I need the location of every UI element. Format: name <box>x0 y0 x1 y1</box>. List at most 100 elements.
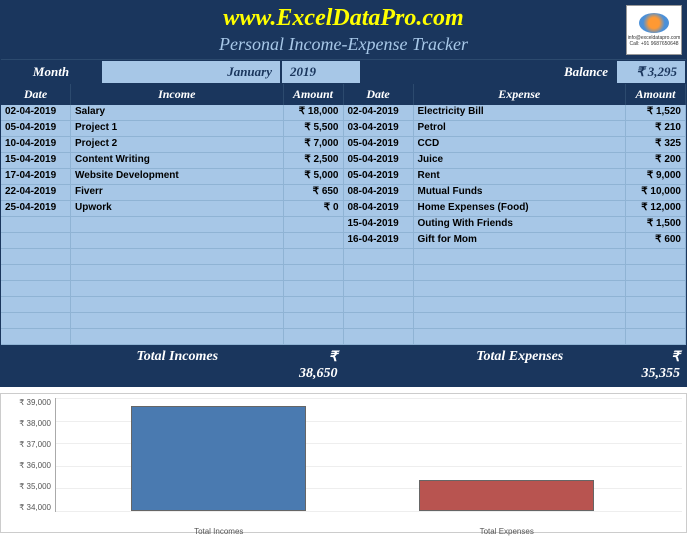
expense-date-cell[interactable]: 08-04-2019 <box>344 201 414 216</box>
expense-date-cell[interactable]: 05-04-2019 <box>344 169 414 184</box>
income-desc-cell[interactable] <box>71 217 284 232</box>
income-amount-cell[interactable]: ₹ 0 <box>284 201 344 216</box>
income-desc-cell[interactable]: Salary <box>71 105 284 120</box>
income-amount-cell[interactable]: ₹ 5,000 <box>284 169 344 184</box>
income-date-cell[interactable]: 05-04-2019 <box>1 121 71 136</box>
expense-amount-cell[interactable] <box>626 249 686 264</box>
expense-date-cell[interactable]: 03-04-2019 <box>344 121 414 136</box>
expense-date-cell[interactable]: 05-04-2019 <box>344 137 414 152</box>
expense-date-cell[interactable]: 05-04-2019 <box>344 153 414 168</box>
year-dropdown[interactable]: 2019 <box>281 60 361 84</box>
income-amount-cell[interactable] <box>284 313 344 328</box>
table-row[interactable]: 25-04-2019Upwork₹ 008-04-2019Home Expens… <box>1 201 686 217</box>
expense-amount-cell[interactable]: ₹ 200 <box>626 153 686 168</box>
expense-desc-cell[interactable]: Home Expenses (Food) <box>414 201 627 216</box>
income-amount-cell[interactable]: ₹ 18,000 <box>284 105 344 120</box>
income-date-cell[interactable]: 15-04-2019 <box>1 153 71 168</box>
income-date-cell[interactable]: 22-04-2019 <box>1 185 71 200</box>
income-desc-cell[interactable] <box>71 297 284 312</box>
income-desc-cell[interactable]: Content Writing <box>71 153 284 168</box>
income-desc-cell[interactable]: Project 1 <box>71 121 284 136</box>
expense-amount-cell[interactable]: ₹ 1,520 <box>626 105 686 120</box>
expense-amount-cell[interactable]: ₹ 210 <box>626 121 686 136</box>
income-date-cell[interactable] <box>1 281 71 296</box>
income-desc-cell[interactable] <box>71 249 284 264</box>
table-row[interactable]: 10-04-2019Project 2₹ 7,00005-04-2019CCD₹… <box>1 137 686 153</box>
expense-desc-cell[interactable] <box>414 313 627 328</box>
expense-amount-cell[interactable]: ₹ 1,500 <box>626 217 686 232</box>
income-amount-cell[interactable] <box>284 233 344 248</box>
income-desc-cell[interactable] <box>71 265 284 280</box>
income-desc-cell[interactable] <box>71 233 284 248</box>
income-date-cell[interactable] <box>1 217 71 232</box>
expense-amount-cell[interactable] <box>626 297 686 312</box>
expense-date-cell[interactable] <box>344 297 414 312</box>
expense-amount-cell[interactable] <box>626 281 686 296</box>
table-row[interactable]: 02-04-2019Salary₹ 18,00002-04-2019Electr… <box>1 105 686 121</box>
income-date-cell[interactable] <box>1 297 71 312</box>
income-date-cell[interactable]: 25-04-2019 <box>1 201 71 216</box>
income-amount-cell[interactable]: ₹ 2,500 <box>284 153 344 168</box>
income-desc-cell[interactable]: Project 2 <box>71 137 284 152</box>
table-row[interactable] <box>1 313 686 329</box>
expense-desc-cell[interactable]: Juice <box>414 153 627 168</box>
table-row[interactable] <box>1 297 686 313</box>
income-amount-cell[interactable]: ₹ 650 <box>284 185 344 200</box>
table-row[interactable]: 22-04-2019Fiverr₹ 65008-04-2019Mutual Fu… <box>1 185 686 201</box>
income-desc-cell[interactable]: Website Development <box>71 169 284 184</box>
expense-date-cell[interactable]: 02-04-2019 <box>344 105 414 120</box>
expense-date-cell[interactable] <box>344 329 414 344</box>
expense-desc-cell[interactable] <box>414 249 627 264</box>
income-amount-cell[interactable] <box>284 329 344 344</box>
income-desc-cell[interactable] <box>71 329 284 344</box>
expense-date-cell[interactable]: 08-04-2019 <box>344 185 414 200</box>
table-row[interactable] <box>1 265 686 281</box>
income-desc-cell[interactable]: Upwork <box>71 201 284 216</box>
income-amount-cell[interactable]: ₹ 7,000 <box>284 137 344 152</box>
income-date-cell[interactable]: 17-04-2019 <box>1 169 71 184</box>
table-row[interactable]: 15-04-2019Outing With Friends₹ 1,500 <box>1 217 686 233</box>
income-desc-cell[interactable]: Fiverr <box>71 185 284 200</box>
table-row[interactable]: 15-04-2019Content Writing₹ 2,50005-04-20… <box>1 153 686 169</box>
table-row[interactable] <box>1 329 686 345</box>
table-row[interactable] <box>1 281 686 297</box>
table-row[interactable]: 05-04-2019Project 1₹ 5,50003-04-2019Petr… <box>1 121 686 137</box>
income-desc-cell[interactable] <box>71 313 284 328</box>
expense-desc-cell[interactable]: Mutual Funds <box>414 185 627 200</box>
expense-desc-cell[interactable]: Petrol <box>414 121 627 136</box>
income-date-cell[interactable] <box>1 233 71 248</box>
expense-date-cell[interactable] <box>344 249 414 264</box>
income-amount-cell[interactable] <box>284 265 344 280</box>
income-date-cell[interactable] <box>1 249 71 264</box>
income-amount-cell[interactable] <box>284 281 344 296</box>
income-amount-cell[interactable] <box>284 217 344 232</box>
income-date-cell[interactable] <box>1 265 71 280</box>
income-date-cell[interactable] <box>1 313 71 328</box>
expense-amount-cell[interactable]: ₹ 325 <box>626 137 686 152</box>
income-date-cell[interactable]: 10-04-2019 <box>1 137 71 152</box>
expense-amount-cell[interactable]: ₹ 10,000 <box>626 185 686 200</box>
expense-amount-cell[interactable]: ₹ 12,000 <box>626 201 686 216</box>
income-amount-cell[interactable] <box>284 249 344 264</box>
income-date-cell[interactable] <box>1 329 71 344</box>
expense-desc-cell[interactable] <box>414 281 627 296</box>
expense-desc-cell[interactable]: Rent <box>414 169 627 184</box>
expense-desc-cell[interactable] <box>414 329 627 344</box>
income-amount-cell[interactable]: ₹ 5,500 <box>284 121 344 136</box>
table-row[interactable] <box>1 249 686 265</box>
expense-date-cell[interactable] <box>344 265 414 280</box>
expense-amount-cell[interactable]: ₹ 9,000 <box>626 169 686 184</box>
table-row[interactable]: 16-04-2019Gift for Mom₹ 600 <box>1 233 686 249</box>
expense-date-cell[interactable] <box>344 313 414 328</box>
expense-desc-cell[interactable]: Gift for Mom <box>414 233 627 248</box>
income-date-cell[interactable]: 02-04-2019 <box>1 105 71 120</box>
expense-desc-cell[interactable] <box>414 297 627 312</box>
income-desc-cell[interactable] <box>71 281 284 296</box>
expense-desc-cell[interactable] <box>414 265 627 280</box>
expense-date-cell[interactable] <box>344 281 414 296</box>
expense-desc-cell[interactable]: CCD <box>414 137 627 152</box>
expense-amount-cell[interactable] <box>626 313 686 328</box>
income-amount-cell[interactable] <box>284 297 344 312</box>
expense-desc-cell[interactable]: Electricity Bill <box>414 105 627 120</box>
expense-desc-cell[interactable]: Outing With Friends <box>414 217 627 232</box>
